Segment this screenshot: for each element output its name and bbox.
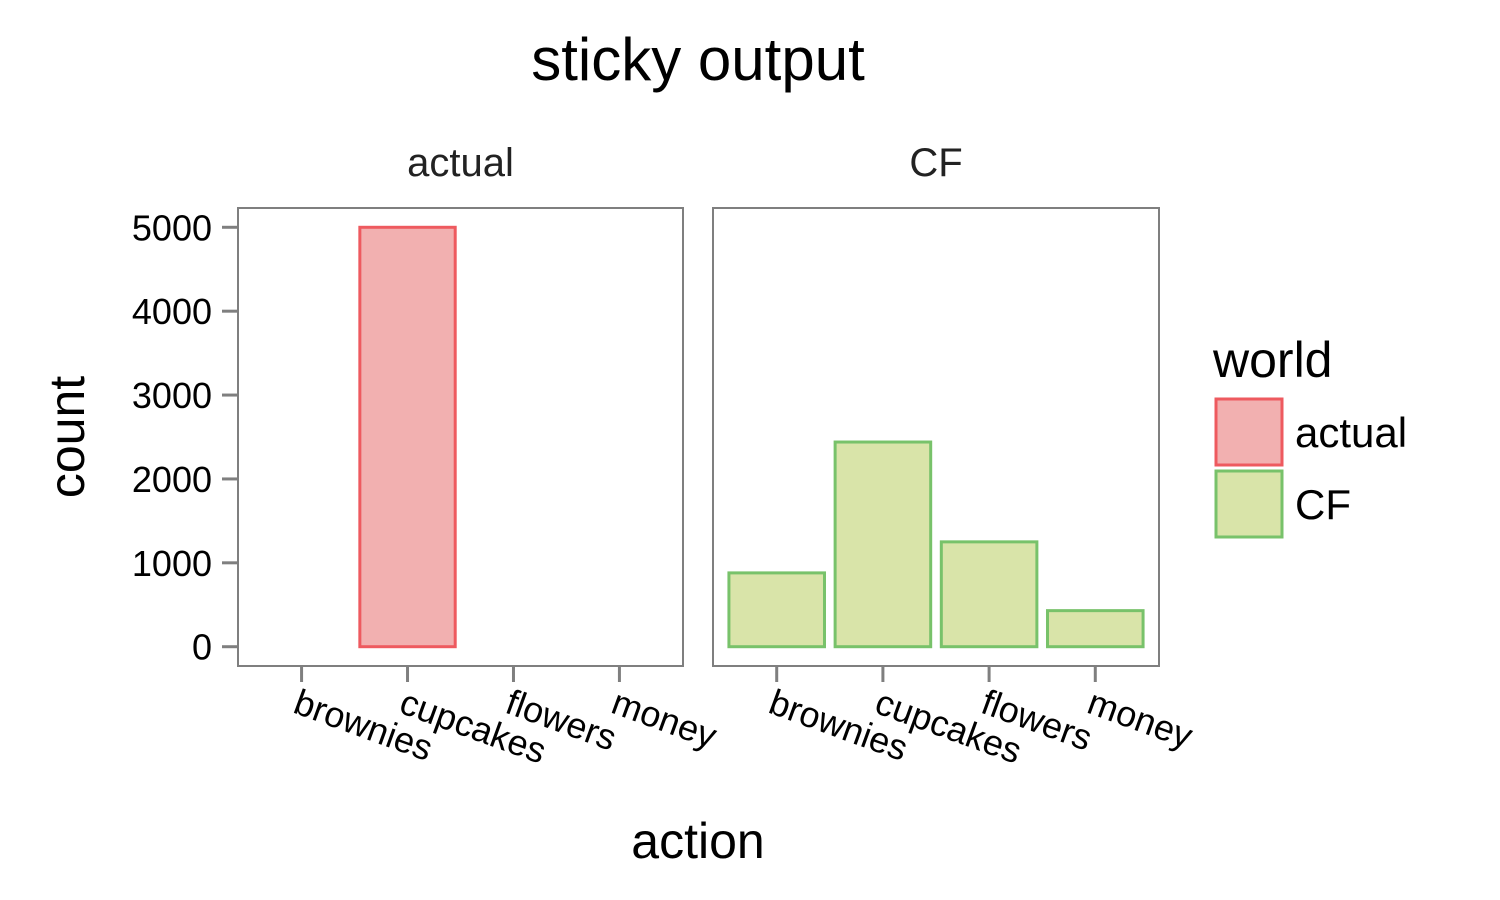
panel-background	[238, 208, 683, 666]
x-tick-label-money: money	[607, 681, 723, 756]
bar-CF-money	[1046, 609, 1145, 649]
legend-title: world	[1212, 332, 1332, 388]
x-axis-title: action	[631, 813, 764, 869]
y-tick-label-1000: 1000	[132, 543, 212, 584]
bar-CF-flowers	[939, 540, 1039, 649]
bar-CF-brownies	[727, 571, 827, 649]
legend: world actual CF	[1212, 332, 1407, 539]
panel-border	[712, 207, 1160, 667]
legend-label-CF: CF	[1295, 481, 1351, 528]
legend-key-CF	[1214, 469, 1284, 539]
y-tick-label-0: 0	[192, 627, 212, 668]
bar-actual-cupcakes	[358, 225, 457, 649]
y-axis-title: count	[39, 376, 95, 498]
facet-strip-label: CF	[909, 141, 962, 185]
y-tick-label-5000: 5000	[132, 207, 212, 248]
chart-title: sticky output	[531, 26, 865, 93]
y-tick-label-4000: 4000	[132, 291, 212, 332]
y-axis: 0 1000 2000 3000 4000 5000	[132, 207, 238, 668]
panel-border	[237, 207, 684, 667]
y-tick-label-2000: 2000	[132, 459, 212, 500]
facet-strip-label: actual	[407, 141, 514, 185]
legend-label-actual: actual	[1295, 409, 1407, 456]
x-tick-label-money: money	[1083, 681, 1199, 756]
legend-key-actual	[1214, 397, 1284, 467]
bar-CF-cupcakes	[833, 440, 933, 649]
y-tick-label-3000: 3000	[132, 375, 212, 416]
